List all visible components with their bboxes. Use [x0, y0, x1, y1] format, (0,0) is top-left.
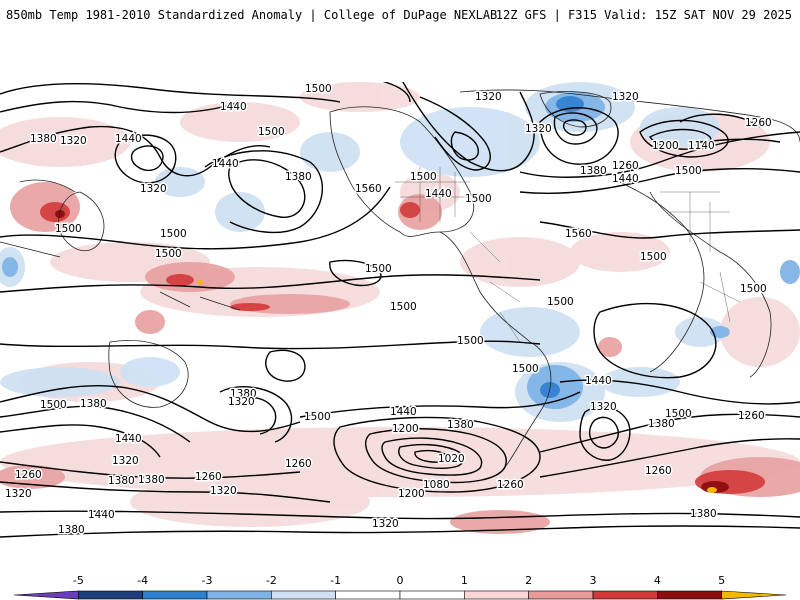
- colorbar-tick-label: 3: [590, 574, 597, 587]
- colorbar-swatch: [206, 590, 272, 600]
- contour-label: 1320: [112, 455, 139, 467]
- contour-label: 1260: [195, 471, 222, 483]
- contour-label: 1500: [665, 408, 692, 420]
- colorbar-swatches: [13, 590, 787, 600]
- colorbar-swatch: [528, 590, 594, 600]
- contour-label: 1500: [258, 126, 285, 138]
- contour-label: 1500: [160, 228, 187, 240]
- colorbar: -5 -4 -3 -2 -1 0 1 2 3 4 5: [13, 574, 787, 600]
- contour-label: 1440: [212, 158, 239, 170]
- contour-label: 1260: [15, 469, 42, 481]
- contour-label: 1260: [745, 117, 772, 129]
- contour-label: 1440: [425, 188, 452, 200]
- colorbar-swatch: [592, 590, 658, 600]
- colorbar-tick-label: -2: [266, 574, 277, 587]
- contour-label: 1020: [438, 453, 465, 465]
- contour-label: 1440: [115, 133, 142, 145]
- contour-label: 1200: [392, 423, 419, 435]
- colorbar-tick-label: -3: [202, 574, 213, 587]
- contour-label: 1440: [585, 375, 612, 387]
- contour-label: 1200: [652, 140, 679, 152]
- colorbar-swatch: [399, 590, 465, 600]
- contour-label: 1560: [565, 228, 592, 240]
- contour-label: 1260: [612, 160, 639, 172]
- contour-label: 1380: [58, 524, 85, 536]
- contour-label: 1320: [475, 91, 502, 103]
- contour-label: 1500: [304, 411, 331, 423]
- contour-label: 1380: [80, 398, 107, 410]
- contour-label: 1380: [648, 418, 675, 430]
- contour-label: 1500: [740, 283, 767, 295]
- contour-label: 1380: [447, 419, 474, 431]
- colorbar-swatch: [335, 590, 401, 600]
- colorbar-tick-label: 5: [718, 574, 725, 587]
- colorbar-tick-label: 0: [397, 574, 404, 587]
- contour-label: 1380: [580, 165, 607, 177]
- contour-label: 1440: [390, 406, 417, 418]
- colorbar-tick-label: 2: [525, 574, 532, 587]
- contour-label: 1560: [355, 183, 382, 195]
- contour-label: 1500: [640, 251, 667, 263]
- contour-label: 1320: [372, 518, 399, 530]
- contour-label: 1320: [228, 396, 255, 408]
- contour-label: 1380: [230, 388, 257, 400]
- colorbar-tick-label: -4: [137, 574, 148, 587]
- contour-label: 1260: [738, 410, 765, 422]
- colorbar-tick-label: 1: [461, 574, 468, 587]
- height-contours: [0, 82, 800, 538]
- colorbar-swatch: [721, 590, 787, 600]
- colorbar-tick-label: -5: [73, 574, 84, 587]
- colorbar-tick-label: 4: [654, 574, 661, 587]
- contour-label: 1500: [512, 363, 539, 375]
- contour-label: 1500: [155, 248, 182, 260]
- contour-label: 1260: [497, 479, 524, 491]
- contour-label: 1260: [645, 465, 672, 477]
- contour-label: 1320: [60, 135, 87, 147]
- contour-label: 1200: [398, 488, 425, 500]
- contour-label: 1320: [525, 123, 552, 135]
- contour-label: 1500: [457, 335, 484, 347]
- contour-label: 1500: [40, 399, 67, 411]
- contour-label: 1380: [30, 133, 57, 145]
- map-title: 850mb Temp 1981-2010 Standardized Anomal…: [6, 8, 498, 22]
- colorbar-swatch: [78, 590, 143, 600]
- contour-label: 1440: [220, 101, 247, 113]
- contour-label: 1380: [285, 171, 312, 183]
- contour-label: 1500: [547, 296, 574, 308]
- model-run-info: 12Z GFS | F315 Valid: 15Z SAT NOV 29 202…: [495, 8, 792, 22]
- contour-label: 1440: [115, 433, 142, 445]
- contour-label: 1440: [88, 509, 115, 521]
- contour-labels: 1440 1500 1380 1440 1500 1380 1320 1440 …: [4, 82, 774, 538]
- contour-label: 1500: [390, 301, 417, 313]
- contour-label: 1320: [210, 485, 237, 497]
- contour-label: 1500: [675, 165, 702, 177]
- colorbar-ticks: -5 -4 -3 -2 -1 0 1 2 3 4 5: [73, 574, 725, 587]
- contour-label: 1500: [465, 193, 492, 205]
- contour-label: 1140: [688, 140, 715, 152]
- header-bar: 850mb Temp 1981-2010 Standardized Anomal…: [0, 0, 800, 28]
- contour-label: 1500: [365, 263, 392, 275]
- contour-label: 1380: [138, 474, 165, 486]
- contour-label: 1500: [410, 171, 437, 183]
- colorbar-swatch: [657, 590, 722, 600]
- contour-label: 1500: [305, 83, 332, 95]
- colorbar-swatch: [142, 590, 208, 600]
- anomaly-map: 1440 1500 1380 1440 1500 1380 1320 1440 …: [0, 82, 800, 560]
- anomaly-shading: [0, 82, 800, 534]
- contour-label: 1320: [590, 401, 617, 413]
- contour-label: 1440: [612, 173, 639, 185]
- colorbar-swatch: [271, 590, 336, 600]
- contour-label: 1320: [612, 91, 639, 103]
- colorbar-swatch: [13, 590, 79, 600]
- contour-label: 1380: [108, 475, 135, 487]
- contour-label: 1380: [690, 508, 717, 520]
- colorbar-tick-label: -1: [330, 574, 341, 587]
- contour-label: 1320: [5, 488, 32, 500]
- contour-label: 1500: [55, 223, 82, 235]
- political-borders: [395, 167, 741, 343]
- colorbar-swatch: [464, 590, 529, 600]
- contour-label: 1260: [285, 458, 312, 470]
- contour-label: 1080: [423, 479, 450, 491]
- contour-label: 1320: [140, 183, 167, 195]
